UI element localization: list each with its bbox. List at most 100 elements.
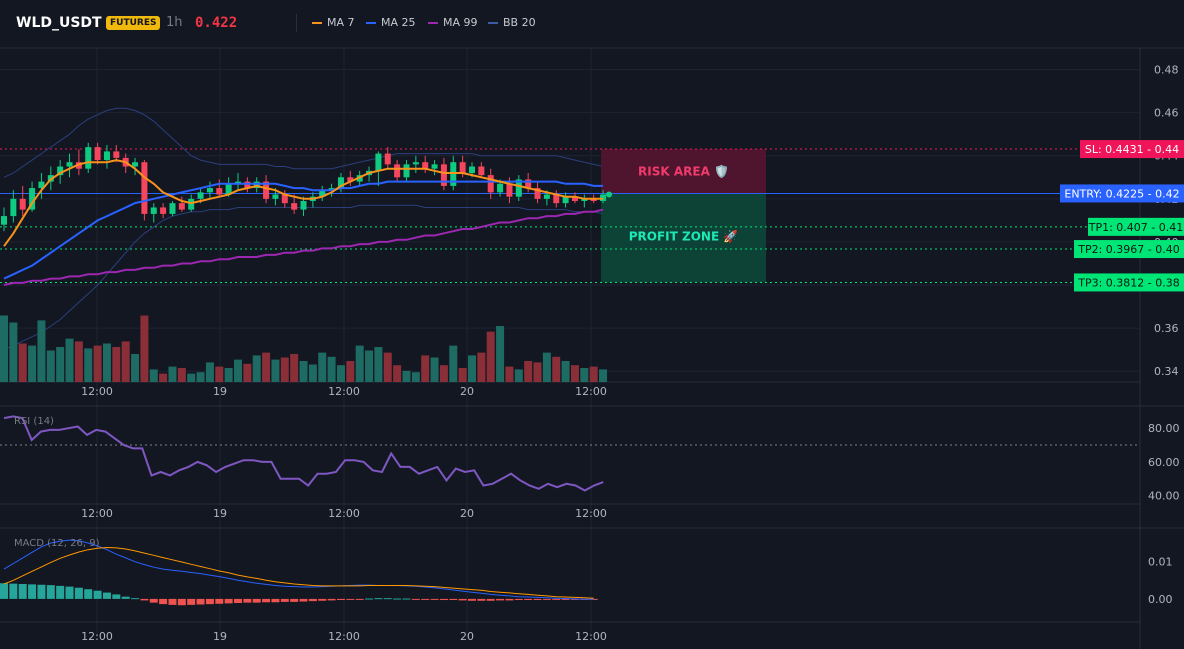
legend-ma25-label: MA 25 bbox=[381, 16, 416, 29]
volume-bar bbox=[224, 368, 233, 382]
candle-body bbox=[459, 162, 466, 173]
volume-bar bbox=[365, 350, 374, 382]
volume-bar bbox=[458, 368, 467, 382]
legend-ma7-label: MA 7 bbox=[327, 16, 355, 29]
sl-label-box bbox=[1080, 140, 1184, 159]
candle-body bbox=[562, 196, 569, 204]
symbol-label[interactable]: WLD_USDT bbox=[16, 15, 102, 31]
candle-body bbox=[253, 181, 260, 189]
legend-ma99[interactable]: MA 99 bbox=[428, 16, 478, 29]
candle-body bbox=[85, 147, 92, 169]
macd-hist-bar bbox=[430, 598, 439, 600]
candle-body bbox=[113, 151, 120, 158]
macd-hist-bar bbox=[570, 598, 579, 600]
volume-bar bbox=[28, 345, 37, 382]
candle-body bbox=[1, 216, 7, 225]
volume-bar bbox=[18, 343, 27, 382]
tp1-label-box bbox=[1088, 217, 1184, 236]
candle-body bbox=[422, 162, 429, 169]
volume-bar bbox=[299, 361, 308, 382]
volume-bar bbox=[131, 354, 140, 382]
candle-body bbox=[590, 198, 597, 201]
macd-hist-bar bbox=[177, 598, 186, 606]
time-tick-label: 12:00 bbox=[81, 630, 113, 643]
volume-bar bbox=[524, 361, 533, 382]
macd-hist-bar bbox=[234, 598, 242, 604]
macd-hist-bar bbox=[93, 590, 102, 599]
macd-hist-bar bbox=[46, 585, 55, 599]
candle-body bbox=[235, 181, 241, 184]
candle-body bbox=[103, 151, 110, 161]
volume-bar bbox=[570, 365, 579, 382]
legend-bb20[interactable]: BB 20 bbox=[488, 16, 536, 29]
sl-label-text: SL: 0.4431 - 0.44 bbox=[1085, 143, 1179, 156]
candle-body bbox=[160, 207, 167, 214]
macd-hist-bar bbox=[18, 584, 27, 599]
candle-body bbox=[10, 198, 17, 217]
macd-hist-bar bbox=[439, 598, 448, 601]
volume-bar bbox=[65, 338, 74, 382]
volume-bar bbox=[102, 343, 111, 382]
candle-body bbox=[328, 188, 335, 191]
volume-bar bbox=[0, 315, 8, 382]
candle-body bbox=[581, 198, 588, 201]
macd-hist-bar bbox=[542, 598, 551, 600]
volume-bar bbox=[37, 320, 46, 382]
candle-body bbox=[347, 177, 354, 182]
macd-hist-bar bbox=[112, 594, 121, 599]
legend-ma7[interactable]: MA 7 bbox=[312, 16, 355, 29]
macd-hist-bar bbox=[496, 598, 505, 601]
volume-bar bbox=[599, 369, 608, 382]
timeframe-label[interactable]: 1h bbox=[166, 15, 183, 30]
macd-hist-bar bbox=[215, 598, 224, 604]
macd-hist-bar bbox=[421, 598, 430, 600]
volume-bar bbox=[262, 352, 271, 382]
bb-upper-line bbox=[3, 107, 604, 178]
macd-hist-bar bbox=[393, 598, 402, 600]
volume-bar bbox=[355, 345, 364, 382]
candle-body bbox=[66, 162, 73, 167]
candle-body bbox=[534, 188, 541, 199]
time-tick-label: 12:00 bbox=[81, 385, 113, 398]
candle-body bbox=[291, 203, 298, 210]
macd-hist-bar bbox=[308, 598, 317, 602]
volume-bar bbox=[46, 350, 55, 382]
time-tick-label: 12:00 bbox=[575, 507, 607, 520]
time-tick-label: 20 bbox=[460, 507, 474, 520]
volume-bar bbox=[243, 363, 252, 382]
macd-hist-bar bbox=[290, 598, 299, 602]
volume-bar bbox=[411, 372, 420, 382]
candle-body bbox=[141, 162, 148, 214]
candle-body bbox=[319, 190, 326, 197]
ma7-swatch bbox=[312, 21, 322, 24]
macd-hist-bar bbox=[383, 598, 392, 600]
time-tick-label: 20 bbox=[460, 385, 474, 398]
candle-body bbox=[19, 198, 26, 210]
legend-ma25[interactable]: MA 25 bbox=[366, 16, 416, 29]
macd-hist-bar bbox=[168, 598, 177, 605]
time-tick-label: 12:00 bbox=[81, 507, 113, 520]
candle-body bbox=[375, 153, 382, 171]
ma25-swatch bbox=[366, 21, 376, 24]
profit-zone-label: PROFIT ZONE 🚀 bbox=[629, 229, 739, 243]
macd-hist-bar bbox=[9, 583, 18, 599]
volume-bar bbox=[140, 315, 149, 382]
candle-body bbox=[263, 181, 270, 199]
candle-body bbox=[300, 200, 307, 210]
entry-label-box bbox=[1060, 184, 1184, 203]
macd-hist-bar bbox=[533, 598, 542, 601]
macd-tick-label: 0.01 bbox=[1148, 556, 1173, 569]
volume-bar bbox=[402, 370, 411, 382]
time-tick-label: 12:00 bbox=[575, 630, 607, 643]
macd-hist-bar bbox=[365, 598, 374, 600]
volume-bar bbox=[496, 326, 505, 382]
volume-bar bbox=[374, 347, 383, 382]
macd-hist-bar bbox=[102, 592, 111, 599]
macd-hist-bar bbox=[252, 598, 261, 603]
macd-title: MACD (12, 26, 9) bbox=[14, 538, 100, 549]
candle-body bbox=[515, 179, 522, 197]
rsi-tick-label: 40.00 bbox=[1148, 490, 1180, 503]
candle-body bbox=[272, 194, 279, 199]
candle-body bbox=[132, 162, 139, 167]
